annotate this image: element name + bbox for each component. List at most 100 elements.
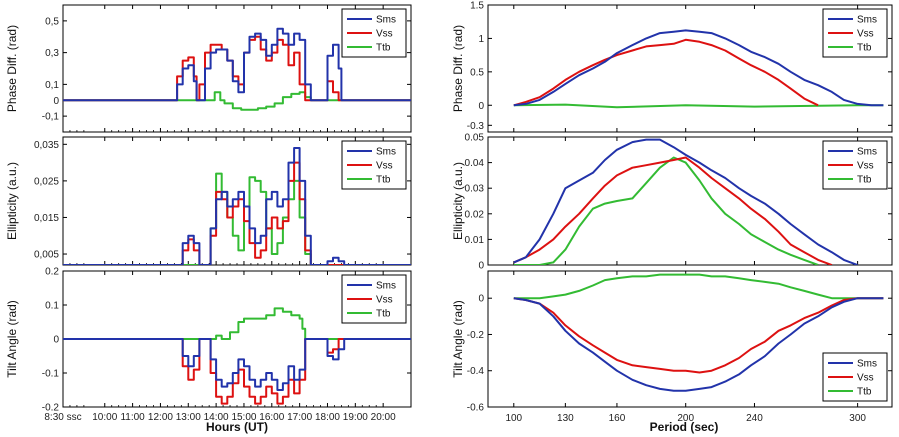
- x-tick-label: 130: [557, 413, 574, 424]
- legend-label-sms: Sms: [376, 15, 396, 26]
- y-tick-label: 0,1: [45, 80, 59, 91]
- y-axis-label: Ellipticity (a.u.): [5, 162, 19, 240]
- legend-label-vss: Vss: [857, 161, 874, 172]
- y-axis-label: Phase Diff. (rad): [451, 25, 465, 112]
- series-line-ttb: [63, 307, 411, 340]
- y-tick-label: 0.05: [465, 133, 485, 144]
- y-axis-label: Phase Diff. (rad): [5, 25, 19, 112]
- y-tick-label: 0,005: [34, 250, 59, 261]
- x-tick-label: 13:00: [176, 412, 201, 423]
- x-tick-label: 12:00: [148, 412, 173, 423]
- x-tick-label: 8:30 ssc: [44, 412, 81, 423]
- y-tick-label: 0,5: [45, 16, 59, 27]
- y-tick-label: 0.04: [465, 158, 485, 169]
- chart-panel-l1: 0,5 0,3 0,1 0 -0,1 Phase Diff. (rad) Sms Vss Ttb: [5, 4, 412, 133]
- legend-label-sms: Sms: [857, 359, 877, 370]
- legend-label-sms: Sms: [376, 281, 396, 292]
- legend: Sms Vss Ttb: [822, 8, 888, 58]
- x-tick-label: 100: [505, 413, 522, 424]
- series-line-sms: [63, 338, 411, 391]
- y-tick-label: 0,035: [34, 140, 59, 151]
- legend-label-ttb: Ttb: [376, 175, 391, 186]
- legend-label-vss: Vss: [857, 373, 874, 384]
- y-tick-label: -0.4: [467, 366, 485, 377]
- legend-label-ttb: Ttb: [857, 387, 872, 398]
- series-line-vss: [513, 38, 819, 107]
- y-tick-label: 1: [478, 34, 484, 45]
- right-x-axis-label: Period (sec): [650, 420, 719, 434]
- y-tick-label: 0.01: [465, 235, 485, 246]
- legend-label-ttb: Ttb: [857, 175, 872, 186]
- y-axis-label: Ellipticity (a.u.): [451, 162, 465, 240]
- y-tick-label: 0.1: [45, 301, 59, 312]
- y-tick-label: -0.6: [467, 403, 485, 414]
- chart-panel-r2: 0.05 0.04 0.03 0.02 0.01 0 Ellipticity (a.u.) S…: [451, 133, 893, 272]
- series-line-ttb: [63, 91, 411, 111]
- x-tick-label: 17:00: [287, 412, 312, 423]
- y-axis-label: Tilt Angle (rad): [5, 300, 19, 378]
- x-tick-label: 16:00: [259, 412, 284, 423]
- legend-label-vss: Vss: [376, 29, 393, 40]
- legend-label-ttb: Ttb: [857, 43, 872, 54]
- legend-label-sms: Sms: [857, 147, 877, 158]
- legend-label-sms: Sms: [376, 147, 396, 158]
- chart-panel-l2: 0,035 0,025 0,015 0,005 Ellipticity (a.u.) Sm…: [5, 136, 412, 266]
- series-line-sms: [63, 147, 411, 265]
- x-tick-label: 19:00: [343, 412, 368, 423]
- y-tick-label: 0.2: [45, 267, 59, 278]
- y-tick-label: 0.02: [465, 209, 485, 220]
- x-tick-label: 240: [746, 413, 763, 424]
- chart-panel-r3: 0 -0.2 -0.4 -0.6 100 130 160 200 240 300 Tilt Angl…: [451, 270, 893, 424]
- legend-label-ttb: Ttb: [376, 309, 391, 320]
- y-tick-label: -0.1: [42, 369, 60, 380]
- legend-label-vss: Vss: [376, 161, 393, 172]
- y-tick-label: 0: [478, 261, 484, 272]
- legend: Sms Vss Ttb: [822, 140, 888, 190]
- legend-label-ttb: Ttb: [376, 43, 391, 54]
- y-tick-label: 0,3: [45, 48, 59, 59]
- x-tick-label: 11:00: [120, 412, 145, 423]
- x-tick-label: 14:00: [204, 412, 229, 423]
- series-line-ttb: [513, 156, 819, 265]
- y-tick-label: 0.03: [465, 184, 485, 195]
- series-line-ttb: [513, 103, 884, 109]
- legend: Sms Vss Ttb: [341, 8, 407, 58]
- y-tick-label: -0.3: [467, 121, 485, 132]
- series-line-sms: [63, 27, 411, 102]
- x-tick-label: 200: [677, 413, 694, 424]
- x-tick-label: 160: [609, 413, 626, 424]
- legend-label-vss: Vss: [376, 295, 393, 306]
- x-tick-label: 300: [849, 413, 866, 424]
- left-x-axis-label: Hours (UT): [206, 420, 268, 434]
- series-line-vss: [513, 297, 884, 374]
- series-line-sms: [513, 297, 884, 392]
- series-line-ttb: [513, 273, 884, 300]
- y-tick-label: 0.5: [470, 67, 484, 78]
- y-tick-label: -0,1: [42, 112, 60, 123]
- legend: Sms Vss Ttb: [341, 140, 407, 190]
- x-tick-label: 15:00: [231, 412, 256, 423]
- y-tick-label: 0: [478, 294, 484, 305]
- y-tick-label: -0.2: [467, 330, 485, 341]
- y-axis-label: Tilt Angle (rad): [451, 300, 465, 378]
- chart-panel-l3: 0.2 0.1 0 -0.1 -0.28:30 ssc 10:00 11:00 12:00 13…: [5, 267, 412, 423]
- y-tick-label: 0: [53, 96, 59, 107]
- legend: Sms Vss Ttb: [341, 274, 407, 324]
- x-tick-label: 20:00: [371, 412, 396, 423]
- y-tick-label: 0,015: [34, 213, 59, 224]
- legend: Sms Vss Ttb: [822, 352, 888, 402]
- x-tick-label: 18:00: [315, 412, 340, 423]
- series-line-sms: [513, 29, 884, 107]
- series-line-sms: [513, 138, 858, 265]
- y-tick-label: -0.2: [42, 403, 60, 414]
- series-line-vss: [513, 156, 833, 265]
- legend-label-sms: Sms: [857, 15, 877, 26]
- legend-label-vss: Vss: [857, 29, 874, 40]
- y-tick-label: 0,025: [34, 176, 59, 187]
- x-tick-label: 10:00: [92, 412, 117, 423]
- series-line-ttb: [63, 172, 411, 265]
- y-tick-label: 1.5: [470, 1, 484, 12]
- y-tick-label: 0: [478, 101, 484, 112]
